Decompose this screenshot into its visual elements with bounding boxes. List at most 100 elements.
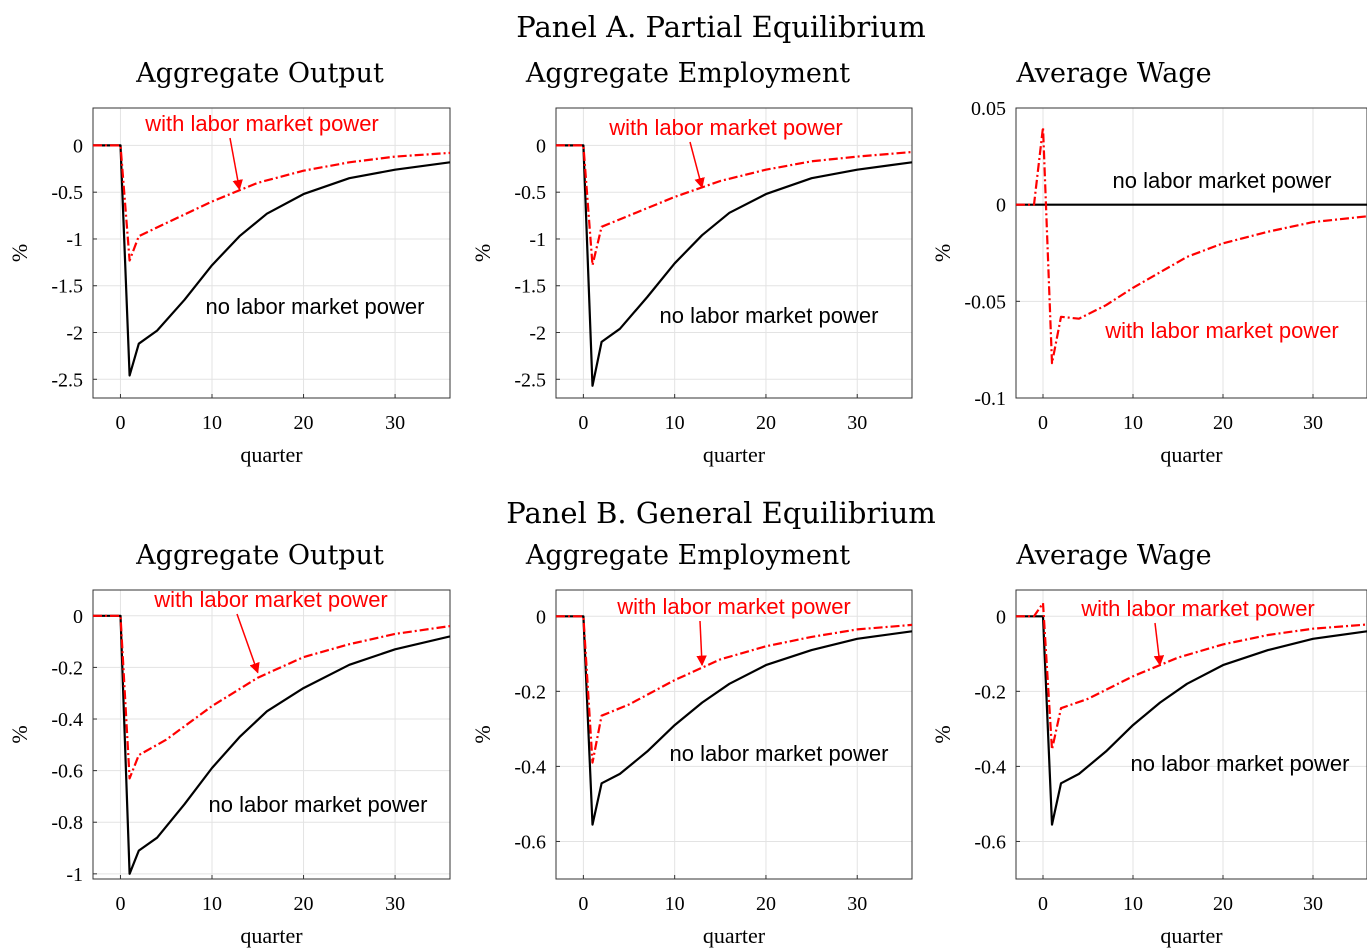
annotation-arrow (236, 613, 260, 674)
y-tick-label: -0.6 (514, 831, 546, 853)
y-tick-label: -2 (529, 323, 546, 345)
x-tick-label: 10 (1123, 412, 1143, 434)
y-axis-label: % (7, 244, 32, 262)
plot-frame (92, 589, 451, 880)
plot-frame (555, 107, 913, 399)
y-tick-label: -1 (66, 864, 83, 886)
x-tick-label: 30 (1303, 412, 1323, 434)
y-tick-label: -2.5 (514, 369, 546, 391)
x-tick-label: 10 (202, 893, 222, 915)
series-line-no-power (1016, 615, 1367, 826)
series-line-no-power (556, 144, 912, 387)
y-tick-label: -2 (66, 323, 83, 345)
chart-1: Aggregate Output 0 10 20 30 0 -0.5 -1 -1.5 -2 -2.5… (7, 58, 451, 467)
chart-2: Aggregate Employment 0 10 20 30 0 -0.5 -1 -1.5 -2… (470, 58, 913, 467)
charts-group: Aggregate Output 0 10 20 30 0 -0.5 -1 -1.5 -2 -2.5… (7, 58, 1367, 948)
x-tick-label: 20 (1213, 893, 1233, 915)
series-group (1016, 602, 1367, 826)
x-tick-label: 0 (1038, 893, 1048, 915)
series-group (556, 615, 912, 826)
y-axis-label: % (470, 244, 495, 262)
x-tick-label: 0 (578, 893, 588, 915)
x-axis-label: quarter (240, 923, 303, 948)
annotation-arrow (696, 620, 707, 667)
annotation-arrow (689, 141, 705, 189)
x-tick-label: 0 (1038, 412, 1048, 434)
annotation-no-power: no labor market power (206, 294, 425, 319)
y-tick-label: 0 (73, 135, 83, 157)
chart-title: Average Wage (1015, 540, 1211, 571)
annotation-with-power: with labor market power (616, 594, 851, 619)
y-tick-label: -0.8 (51, 812, 83, 834)
x-tick-label: 20 (1213, 412, 1233, 434)
plot-frame (1015, 589, 1367, 880)
series-line-no-power (556, 615, 912, 826)
y-axis-label: % (930, 725, 955, 743)
y-tick-label: -0.4 (514, 756, 546, 778)
annotation-arrow (1153, 622, 1165, 667)
annotation-with-power: with labor market power (1080, 596, 1315, 621)
y-tick-label: -0.1 (974, 388, 1006, 410)
plot-frame (92, 107, 451, 399)
y-tick-label: 0 (73, 606, 83, 628)
y-tick-label: -0.5 (51, 182, 83, 204)
series-group (93, 144, 450, 377)
x-tick-label: 30 (1303, 893, 1323, 915)
series-line-with-power (1016, 602, 1367, 751)
x-tick-label: 30 (385, 893, 405, 915)
y-tick-label: -1 (529, 229, 546, 251)
x-tick-label: 0 (578, 412, 588, 434)
x-axis-label: quarter (240, 442, 303, 467)
y-axis-label: % (470, 725, 495, 743)
annotation-arrow (229, 137, 243, 191)
series-line-no-power (93, 144, 450, 377)
series-line-with-power (1016, 126, 1367, 365)
x-tick-label: 30 (847, 893, 867, 915)
y-tick-label: -0.05 (964, 291, 1006, 313)
y-tick-label: -0.5 (514, 182, 546, 204)
chart-6: Average Wage 0 10 20 30 0 -0.2 -0.4 -0.6 quarter%… (930, 540, 1367, 948)
x-axis-label: quarter (703, 923, 766, 948)
y-tick-label: -0.6 (51, 761, 83, 783)
plot-frame (1015, 107, 1367, 399)
x-axis-label: quarter (703, 442, 766, 467)
y-tick-label: -0.2 (514, 681, 546, 703)
chart-title: Average Wage (1015, 58, 1211, 89)
annotation-with-power: with labor market power (608, 115, 843, 140)
series-group (1016, 126, 1367, 365)
x-tick-label: 0 (115, 893, 125, 915)
x-tick-label: 30 (385, 412, 405, 434)
x-tick-label: 10 (1123, 893, 1143, 915)
y-tick-label: -0.2 (974, 681, 1006, 703)
x-tick-label: 20 (294, 412, 314, 434)
series-line-no-power (93, 614, 450, 875)
series-line-with-power (93, 144, 450, 262)
y-tick-label: 0 (996, 195, 1006, 217)
chart-title: Aggregate Employment (525, 58, 850, 89)
chart-3: Average Wage 0 10 20 30 0.05 0 -0.05 -0.1 quarter… (930, 58, 1367, 467)
y-tick-label: -1 (66, 229, 83, 251)
annotation-with-power: with labor market power (153, 587, 388, 612)
chart-title: Aggregate Output (135, 540, 384, 571)
chart-title: Aggregate Output (135, 58, 384, 89)
series-group (556, 144, 912, 387)
series-line-with-power (556, 144, 912, 267)
x-tick-label: 30 (847, 412, 867, 434)
y-tick-label: -1.5 (514, 276, 546, 298)
y-tick-label: -0.2 (51, 657, 83, 679)
y-tick-label: 0.05 (971, 98, 1006, 120)
series-line-with-power (556, 615, 912, 764)
y-axis-label: % (930, 244, 955, 262)
annotation-no-power: no labor market power (660, 303, 879, 328)
x-tick-label: 20 (756, 412, 776, 434)
annotation-no-power: no labor market power (1131, 751, 1350, 776)
y-axis-label: % (7, 725, 32, 743)
y-tick-label: -0.6 (974, 831, 1006, 853)
y-tick-label: -2.5 (51, 369, 83, 391)
annotation-with-power: with labor market power (144, 111, 379, 136)
panel-a-title: Panel A. Partial Equilibrium (516, 10, 925, 44)
x-tick-label: 10 (202, 412, 222, 434)
annotation-with-power: with labor market power (1104, 318, 1339, 343)
x-tick-label: 10 (665, 412, 685, 434)
